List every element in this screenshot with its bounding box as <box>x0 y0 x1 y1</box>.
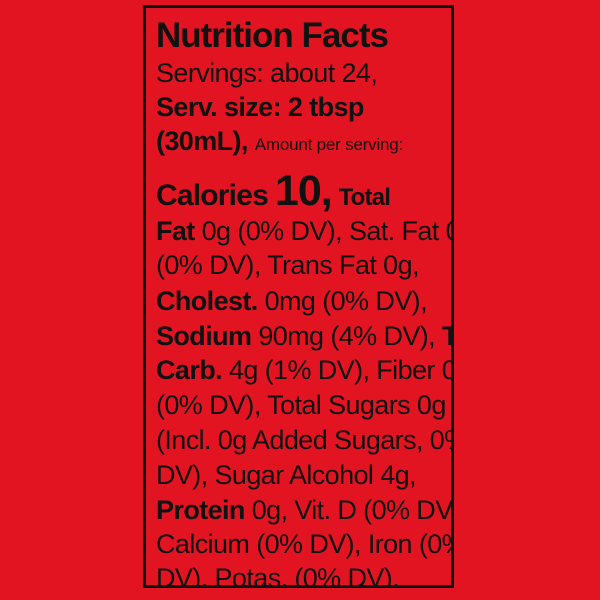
fat-line: Fat 0g (0% DV), Sat. Fat 0g <box>156 214 454 248</box>
calories-line: Calories 10, Total <box>156 167 391 221</box>
cholesterol-line: Cholest. 0mg (0% DV), <box>156 284 428 318</box>
servings-line: Servings: about 24, <box>156 58 378 88</box>
serving-size-ml: (30mL), <box>156 126 248 156</box>
added-sugars-line: (Incl. 0g Added Sugars, 0% <box>156 425 454 455</box>
protein-label: Protein <box>156 495 245 525</box>
nutrition-facts-panel: Nutrition Facts Servings: about 24, Serv… <box>143 5 454 588</box>
amount-per-serving: Amount per serving: <box>254 135 404 154</box>
calories-label: Calories <box>156 179 269 212</box>
carb-line: Carb. 4g (1% DV), Fiber 0g <box>156 353 454 387</box>
calcium-iron-line: Calcium (0% DV), Iron (0% <box>156 529 454 559</box>
potassium-line: DV), Potas. (0% DV). <box>156 563 400 588</box>
protein-line: Protein 0g, Vit. D (0% DV), <box>156 493 454 527</box>
calories-value: 10, <box>274 167 333 215</box>
sodium-text: 90mg (4% DV), <box>258 321 436 351</box>
total-sugars-line: (0% DV), Total Sugars 0g <box>156 390 446 420</box>
serving-size-ml-line: (30mL), Amount per serving: <box>156 124 403 162</box>
sodium-line: Sodium 90mg (4% DV), Total <box>156 319 451 353</box>
serving-size-line: Serv. size: 2 tbsp <box>156 92 364 122</box>
trans-fat-line: (0% DV), Trans Fat 0g, <box>156 250 420 280</box>
total-carb-prefix: Total <box>442 321 451 351</box>
carb-label: Carb. <box>156 355 223 385</box>
fat-label: Fat <box>156 216 195 246</box>
sodium-label: Sodium <box>156 321 252 351</box>
nutrition-facts-title: Nutrition Facts <box>156 16 389 55</box>
total-fat-prefix: Total <box>338 184 391 211</box>
protein-text: 0g, Vit. D (0% DV), <box>251 495 454 525</box>
sugar-alcohol-line: DV), Sugar Alcohol 4g, <box>156 460 417 490</box>
cholesterol-text: 0mg (0% DV), <box>264 286 428 316</box>
carb-text: 4g (1% DV), Fiber 0g <box>228 355 454 385</box>
cholesterol-label: Cholest. <box>156 286 258 316</box>
fat-text: 0g (0% DV), Sat. Fat 0g <box>201 216 454 246</box>
